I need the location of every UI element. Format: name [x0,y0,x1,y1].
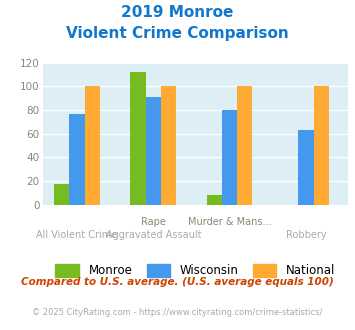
Text: Compared to U.S. average. (U.S. average equals 100): Compared to U.S. average. (U.S. average … [21,278,334,287]
Text: Robbery: Robbery [286,230,326,240]
Text: 2019 Monroe: 2019 Monroe [121,5,234,20]
Legend: Monroe, Wisconsin, National: Monroe, Wisconsin, National [55,264,335,278]
Text: Violent Crime Comparison: Violent Crime Comparison [66,26,289,41]
Bar [84,86,100,205]
Text: All Violent Crime: All Violent Crime [36,230,118,240]
Bar [298,130,313,205]
Text: Murder & Mans...: Murder & Mans... [188,217,271,227]
Bar [69,114,84,205]
Bar [222,110,237,205]
Bar [207,195,222,205]
Bar [313,86,329,205]
Bar [237,86,252,205]
Bar [146,97,161,205]
Bar [130,72,146,205]
Text: © 2025 CityRating.com - https://www.cityrating.com/crime-statistics/: © 2025 CityRating.com - https://www.city… [32,308,323,317]
Bar [161,86,176,205]
Text: Aggravated Assault: Aggravated Assault [105,230,201,240]
Text: Rape: Rape [141,217,166,227]
Bar [54,184,69,205]
